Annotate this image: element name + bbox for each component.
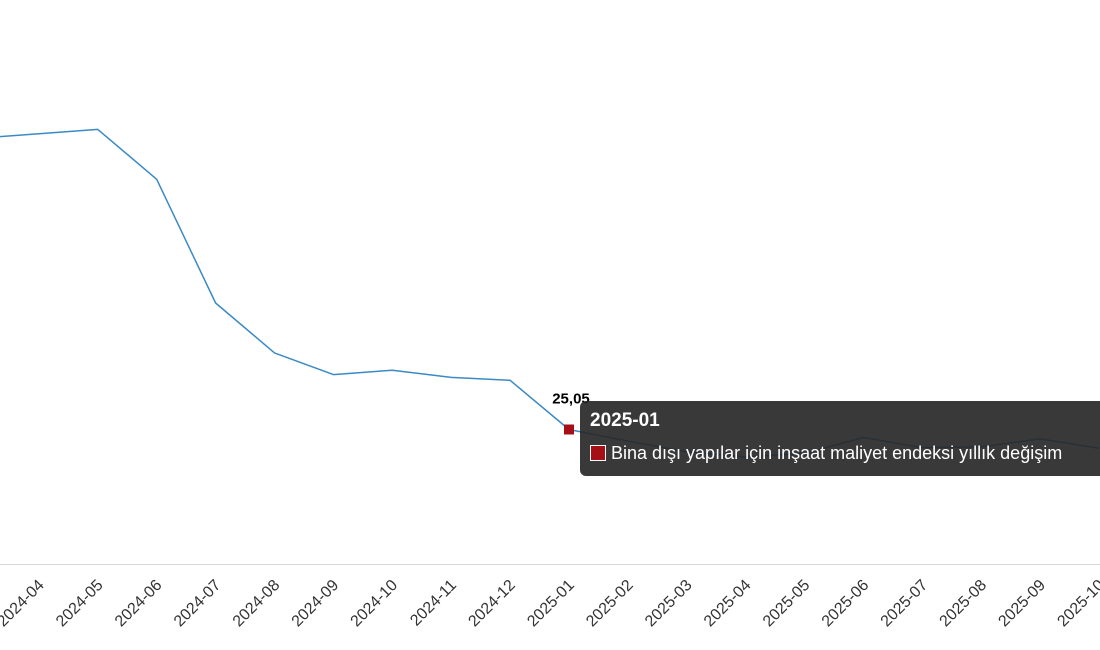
highlight-point-marker[interactable] [564, 424, 574, 435]
x-tick-label: 2025-08 [937, 577, 991, 631]
x-tick-label: 2024-12 [465, 577, 519, 631]
tooltip-series-swatch [590, 445, 606, 461]
x-tick-label: 2024-04 [0, 577, 48, 631]
tooltip-series-name: Bina dışı yapılar için inşaat maliyet en… [611, 443, 1063, 463]
chart-tooltip: 2025-01 Bina dışı yapılar için inşaat ma… [580, 401, 1100, 476]
x-tick-label: 2025-07 [878, 577, 932, 631]
x-tick-label: 2025-10 [1054, 577, 1100, 631]
x-tick-label: 2025-06 [819, 577, 873, 631]
x-tick-label: 2024-05 [53, 577, 107, 631]
x-tick-label: 2025-04 [701, 577, 755, 631]
x-tick-label: 2024-09 [289, 577, 343, 631]
tooltip-title: 2025-01 [590, 410, 660, 431]
x-tick-label: 2025-05 [760, 577, 814, 631]
x-tick-label: 2024-10 [348, 577, 402, 631]
x-tick-label: 2024-06 [112, 577, 166, 631]
x-tick-label: 2024-11 [407, 577, 460, 630]
tooltip-series-row: Bina dışı yapılar için inşaat maliyet en… [590, 442, 1100, 464]
x-tick-label: 2025-01 [524, 577, 578, 631]
x-tick-label: 2024-08 [230, 577, 284, 631]
x-axis: 2024-04 2024-05 2024-06 2024-07 2024-08 2024-… [0, 564, 1100, 631]
x-tick-label: 2025-03 [642, 577, 696, 631]
x-tick-label: 2025-02 [583, 577, 637, 631]
x-tick-label: 2025-09 [995, 577, 1049, 631]
x-tick-label: 2024-07 [171, 577, 225, 631]
